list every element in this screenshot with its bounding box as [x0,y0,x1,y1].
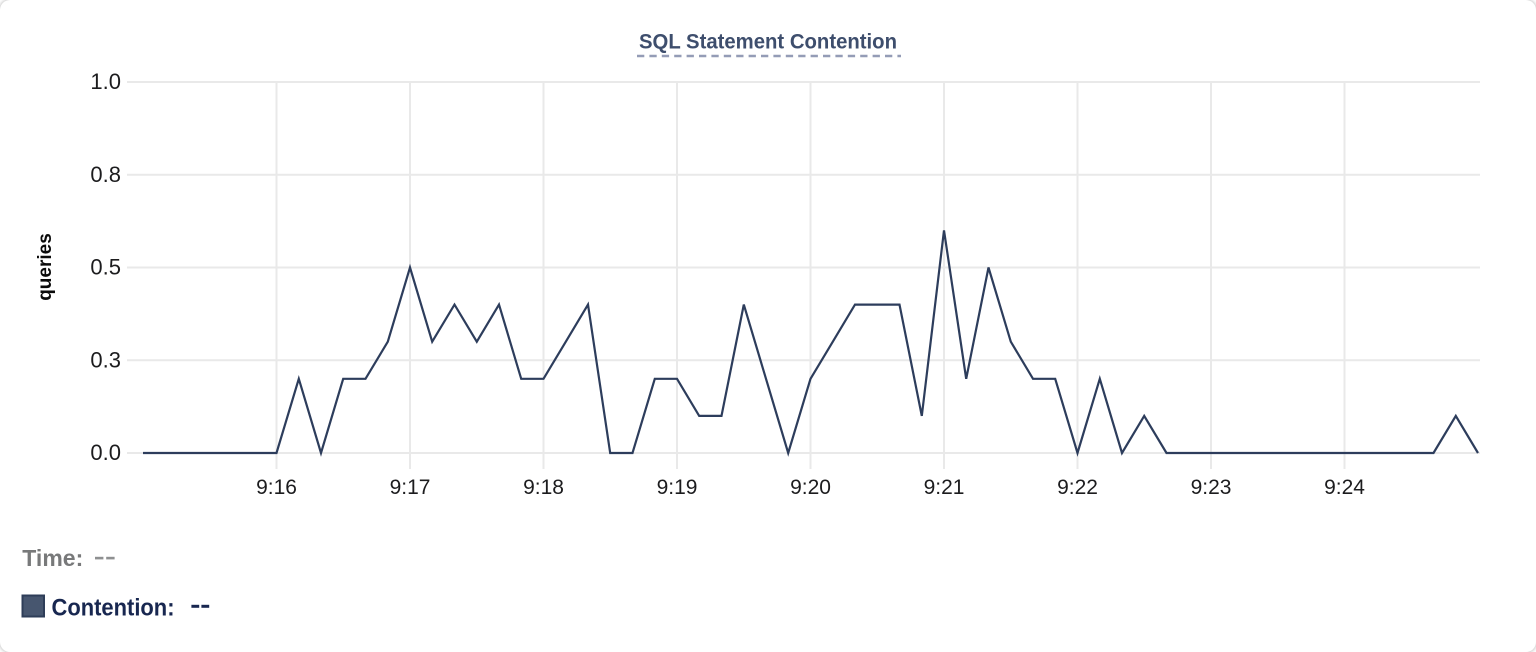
svg-text:9:24: 9:24 [1324,476,1365,499]
svg-text:0.3: 0.3 [90,347,121,372]
svg-text:9:23: 9:23 [1191,476,1232,499]
svg-text:9:22: 9:22 [1057,476,1098,499]
svg-text:Time:: Time: [22,545,83,571]
svg-text:9:20: 9:20 [790,476,831,499]
svg-text:0.5: 0.5 [90,255,121,280]
svg-text:9:16: 9:16 [256,476,297,499]
svg-text:0.8: 0.8 [90,162,121,187]
svg-text:9:19: 9:19 [657,476,698,499]
svg-text:1.0: 1.0 [90,69,121,94]
svg-text:9:18: 9:18 [523,476,564,499]
svg-text:SQL Statement Contention: SQL Statement Contention [639,30,897,53]
svg-text:9:21: 9:21 [924,476,965,499]
svg-text:Contention:: Contention: [52,594,175,621]
svg-text:9:17: 9:17 [390,476,431,499]
svg-text:0.0: 0.0 [90,440,121,465]
svg-text:queries: queries [35,233,56,301]
